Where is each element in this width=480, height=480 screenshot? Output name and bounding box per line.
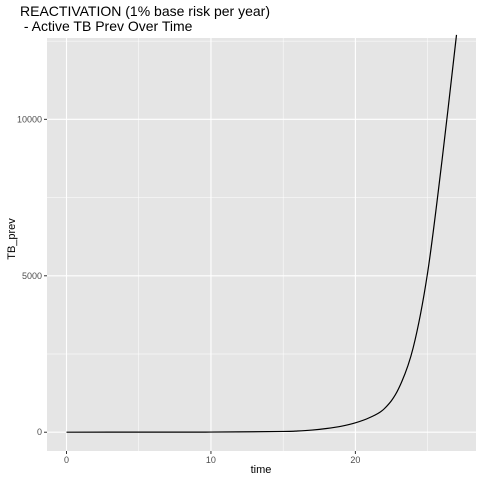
y-tick-label: 10000: [17, 114, 42, 124]
chart-title-line-1: REACTIVATION (1% base risk per year): [20, 3, 270, 19]
series-layer: [66, 34, 458, 433]
chart-title-line-2: - Active TB Prev Over Time: [20, 18, 193, 34]
plot-panel: [47, 38, 476, 451]
y-tick-label: 0: [37, 427, 42, 437]
x-axis-title: time: [251, 464, 272, 476]
x-axis-ticks: 0 10 20: [64, 451, 360, 465]
x-tick-label: 20: [350, 455, 360, 465]
tb-prev-line: [66, 34, 458, 433]
y-tick-label: 5000: [22, 271, 42, 281]
y-axis-title: TB_prev: [6, 218, 18, 260]
x-tick-label: 0: [64, 455, 69, 465]
x-tick-label: 10: [206, 455, 216, 465]
minor-gridlines: [47, 38, 476, 451]
y-axis-ticks: 0 5000 10000: [17, 114, 47, 437]
major-gridlines: [47, 38, 476, 451]
